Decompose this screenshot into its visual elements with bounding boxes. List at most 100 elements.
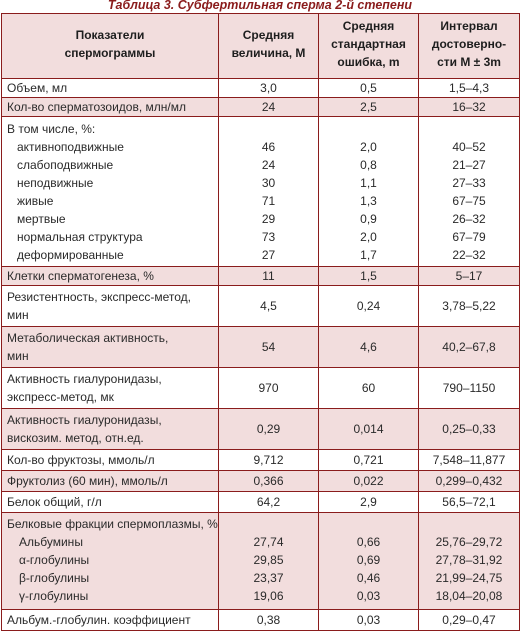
cell-error: 4,6 <box>360 340 377 354</box>
sub-row-label: слабоподвижные <box>17 158 114 172</box>
cell-error: 2,0 <box>360 230 377 244</box>
cell-interval: 21,99–24,75 <box>435 571 503 585</box>
cell-error: 0,66 <box>356 535 381 549</box>
sub-row-label: живые <box>17 194 54 208</box>
row-label: Альбум.-глобулин. коэффициент <box>7 613 191 627</box>
cell-error: 0,24 <box>356 299 381 313</box>
sub-row-label: активноподвижные <box>17 140 124 154</box>
cell-interval: 5–17 <box>455 269 483 283</box>
cell-mean: 0,29 <box>256 422 281 436</box>
sub-row-label: мертвые <box>17 212 66 226</box>
row-label: Кол-во сперматозоидов, млн/мл <box>7 100 186 114</box>
cell-interval: 25,76–29,72 <box>435 535 503 549</box>
row-label-line2: мин <box>7 349 29 363</box>
cell-interval: 40–52 <box>452 140 486 154</box>
table-row: Кол-во сперматозоидов, млн/мл 24 2,5 16–… <box>1 97 520 117</box>
row-label: Клетки сперматогенеза, % <box>7 269 154 283</box>
table-row: Метаболическая активность, мин 54 4,6 40… <box>1 326 520 368</box>
cell-mean: 970 <box>258 381 279 395</box>
cell-mean: 4,5 <box>260 299 277 313</box>
cell-mean: 0,366 <box>253 474 284 488</box>
table-row-group: В том числе, %: активноподвижные слабопо… <box>1 116 520 267</box>
row-label-line2: экспресс-метод, мк <box>7 390 114 404</box>
cell-interval: 18,04–20,08 <box>435 589 503 603</box>
cell-interval: 67–79 <box>452 230 486 244</box>
cell-interval: 22–32 <box>452 248 486 262</box>
cell-error: 0,8 <box>360 158 377 172</box>
cell-interval: 0,29–0,47 <box>442 613 496 627</box>
cell-mean: 24 <box>261 100 276 114</box>
cell-mean: 27 <box>261 248 276 262</box>
cell-interval: 0,299–0,432 <box>435 474 503 488</box>
cell-mean: 54 <box>261 340 276 354</box>
cell-error: 2,5 <box>360 100 377 114</box>
cell-error: 1,5 <box>360 269 377 283</box>
table-row: Активность гиалуронидазы, экспресс-метод… <box>1 367 520 409</box>
table-row: Кол-во фруктозы, ммоль/л 9,712 0,721 7,5… <box>1 449 520 471</box>
cell-interval: 26–32 <box>452 212 486 226</box>
cell-error: 60 <box>361 381 376 395</box>
sub-row-label: γ-глобулины <box>19 589 89 603</box>
cell-error: 2,0 <box>360 140 377 154</box>
cell-interval: 40,2–67,8 <box>442 340 496 354</box>
sub-row-label: деформированные <box>17 248 124 262</box>
table-row: Клетки сперматогенеза, % 11 1,5 5–17 <box>1 266 520 286</box>
table-row: Активность гиалуронидазы, вискозим. мето… <box>1 408 520 450</box>
cell-interval: 27,78–31,92 <box>435 553 503 567</box>
table-row: Альбум.-глобулин. коэффициент 0,38 0,03 … <box>1 609 520 631</box>
semen-analysis-table: Показатели спермограммы Средняя величина… <box>1 13 520 631</box>
row-label: Кол-во фруктозы, ммоль/л <box>7 453 155 467</box>
table-header-row: Показатели спермограммы Средняя величина… <box>1 13 520 79</box>
cell-mean: 19,06 <box>253 589 284 603</box>
row-label-line2: вискозим. метод, отн.ед. <box>7 431 144 445</box>
cell-mean: 23,37 <box>253 571 284 585</box>
table-row: Объем, мл 3,0 0,5 1,5–4,3 <box>1 78 520 98</box>
header-interval: Интервал достоверно- сти М ± 3m <box>418 13 520 79</box>
row-label-line1: Резистентность, экспресс-метод, <box>7 290 191 304</box>
row-label-line1: Активность гиалуронидазы, <box>7 372 162 386</box>
cell-interval: 790–1150 <box>442 381 496 395</box>
sub-row-label: неподвижные <box>17 176 94 190</box>
cell-mean: 11 <box>262 269 275 283</box>
row-label-line1: Активность гиалуронидазы, <box>7 413 162 427</box>
cell-error: 0,014 <box>353 422 384 436</box>
cell-error: 1,7 <box>360 248 377 262</box>
cell-error: 1,1 <box>360 176 377 190</box>
row-label: Белок общий, г/л <box>7 495 102 509</box>
cell-mean: 24 <box>261 158 276 172</box>
cell-mean: 64,2 <box>256 495 281 509</box>
cell-error: 0,03 <box>356 589 381 603</box>
group-label: В том числе, %: <box>7 122 96 136</box>
cell-mean: 29,85 <box>253 553 284 567</box>
cell-interval: 56,5–72,1 <box>442 495 496 509</box>
cell-error: 2,9 <box>360 495 377 509</box>
header-std-error: Средняя стандартная ошибка, m <box>318 13 419 79</box>
cell-error: 0,69 <box>356 553 381 567</box>
cell-interval: 3,78–5,22 <box>442 299 496 313</box>
cell-error: 0,5 <box>360 81 377 95</box>
cell-interval: 1,5–4,3 <box>448 81 490 95</box>
cell-mean: 30 <box>261 176 276 190</box>
sub-row-label: β-глобулины <box>19 571 90 585</box>
sub-row-label: нормальная структура <box>17 230 143 244</box>
group-label: Белковые фракции спермоплазмы, % <box>7 517 218 531</box>
cell-interval: 7,548–11,877 <box>432 453 506 467</box>
table-caption: Таблица 3. Субфертильная сперма 2-й степ… <box>107 0 413 12</box>
cell-error: 0,03 <box>356 613 381 627</box>
cell-mean: 0,38 <box>256 613 281 627</box>
cell-error: 1,3 <box>360 194 377 208</box>
row-label-line2: мин <box>7 308 29 322</box>
table-row: Фруктолиз (60 мин), ммоль/л 0,366 0,022 … <box>1 470 520 492</box>
cell-mean: 9,712 <box>253 453 284 467</box>
cell-mean: 73 <box>261 230 276 244</box>
cell-interval: 67–75 <box>452 194 486 208</box>
cell-mean: 3,0 <box>260 81 277 95</box>
cell-mean: 27,74 <box>253 535 284 549</box>
cell-mean: 71 <box>261 194 276 208</box>
cell-error: 0,721 <box>353 453 384 467</box>
cell-interval: 27–33 <box>452 176 486 190</box>
sub-row-label: Альбумины <box>19 535 83 549</box>
table-row: Резистентность, экспресс-метод, мин 4,5 … <box>1 285 520 327</box>
row-label: Фруктолиз (60 мин), ммоль/л <box>7 474 168 488</box>
cell-interval: 0,25–0,33 <box>442 422 496 436</box>
